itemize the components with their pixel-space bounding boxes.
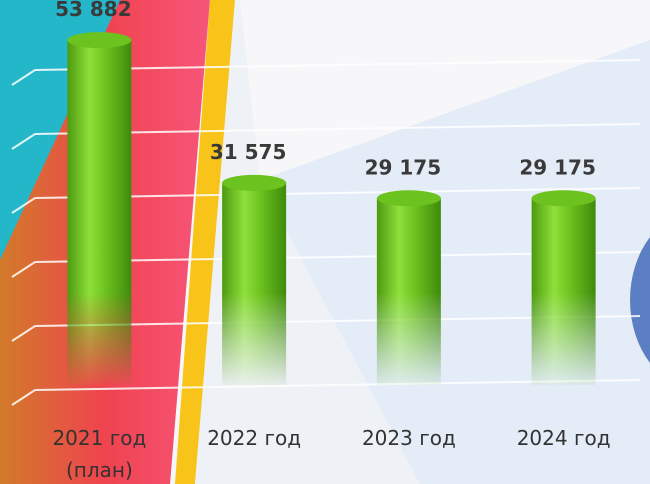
- bar: [67, 40, 131, 385]
- bar: [532, 198, 596, 385]
- bar-top: [532, 190, 596, 206]
- chart-canvas: 53 882 31 575 29 175 29 175: [0, 0, 650, 484]
- x-tick-label: 2021 год (план): [44, 422, 154, 484]
- bar-top: [222, 175, 286, 191]
- value-label: 29 175: [519, 155, 596, 179]
- value-label: 53 882: [55, 0, 132, 21]
- value-label: 29 175: [365, 155, 442, 179]
- bar: [377, 198, 441, 385]
- bar-top: [67, 32, 131, 48]
- x-tick-label: 2024 год: [499, 422, 629, 454]
- x-tick-label: 2022 год: [189, 422, 319, 454]
- chart: 53 882 31 575 29 175 29 175 2021 год (план)…: [0, 0, 650, 484]
- value-label: 31 575: [210, 140, 287, 164]
- x-tick-label: 2023 год: [344, 422, 474, 454]
- bar-top: [377, 190, 441, 206]
- bar: [222, 183, 286, 385]
